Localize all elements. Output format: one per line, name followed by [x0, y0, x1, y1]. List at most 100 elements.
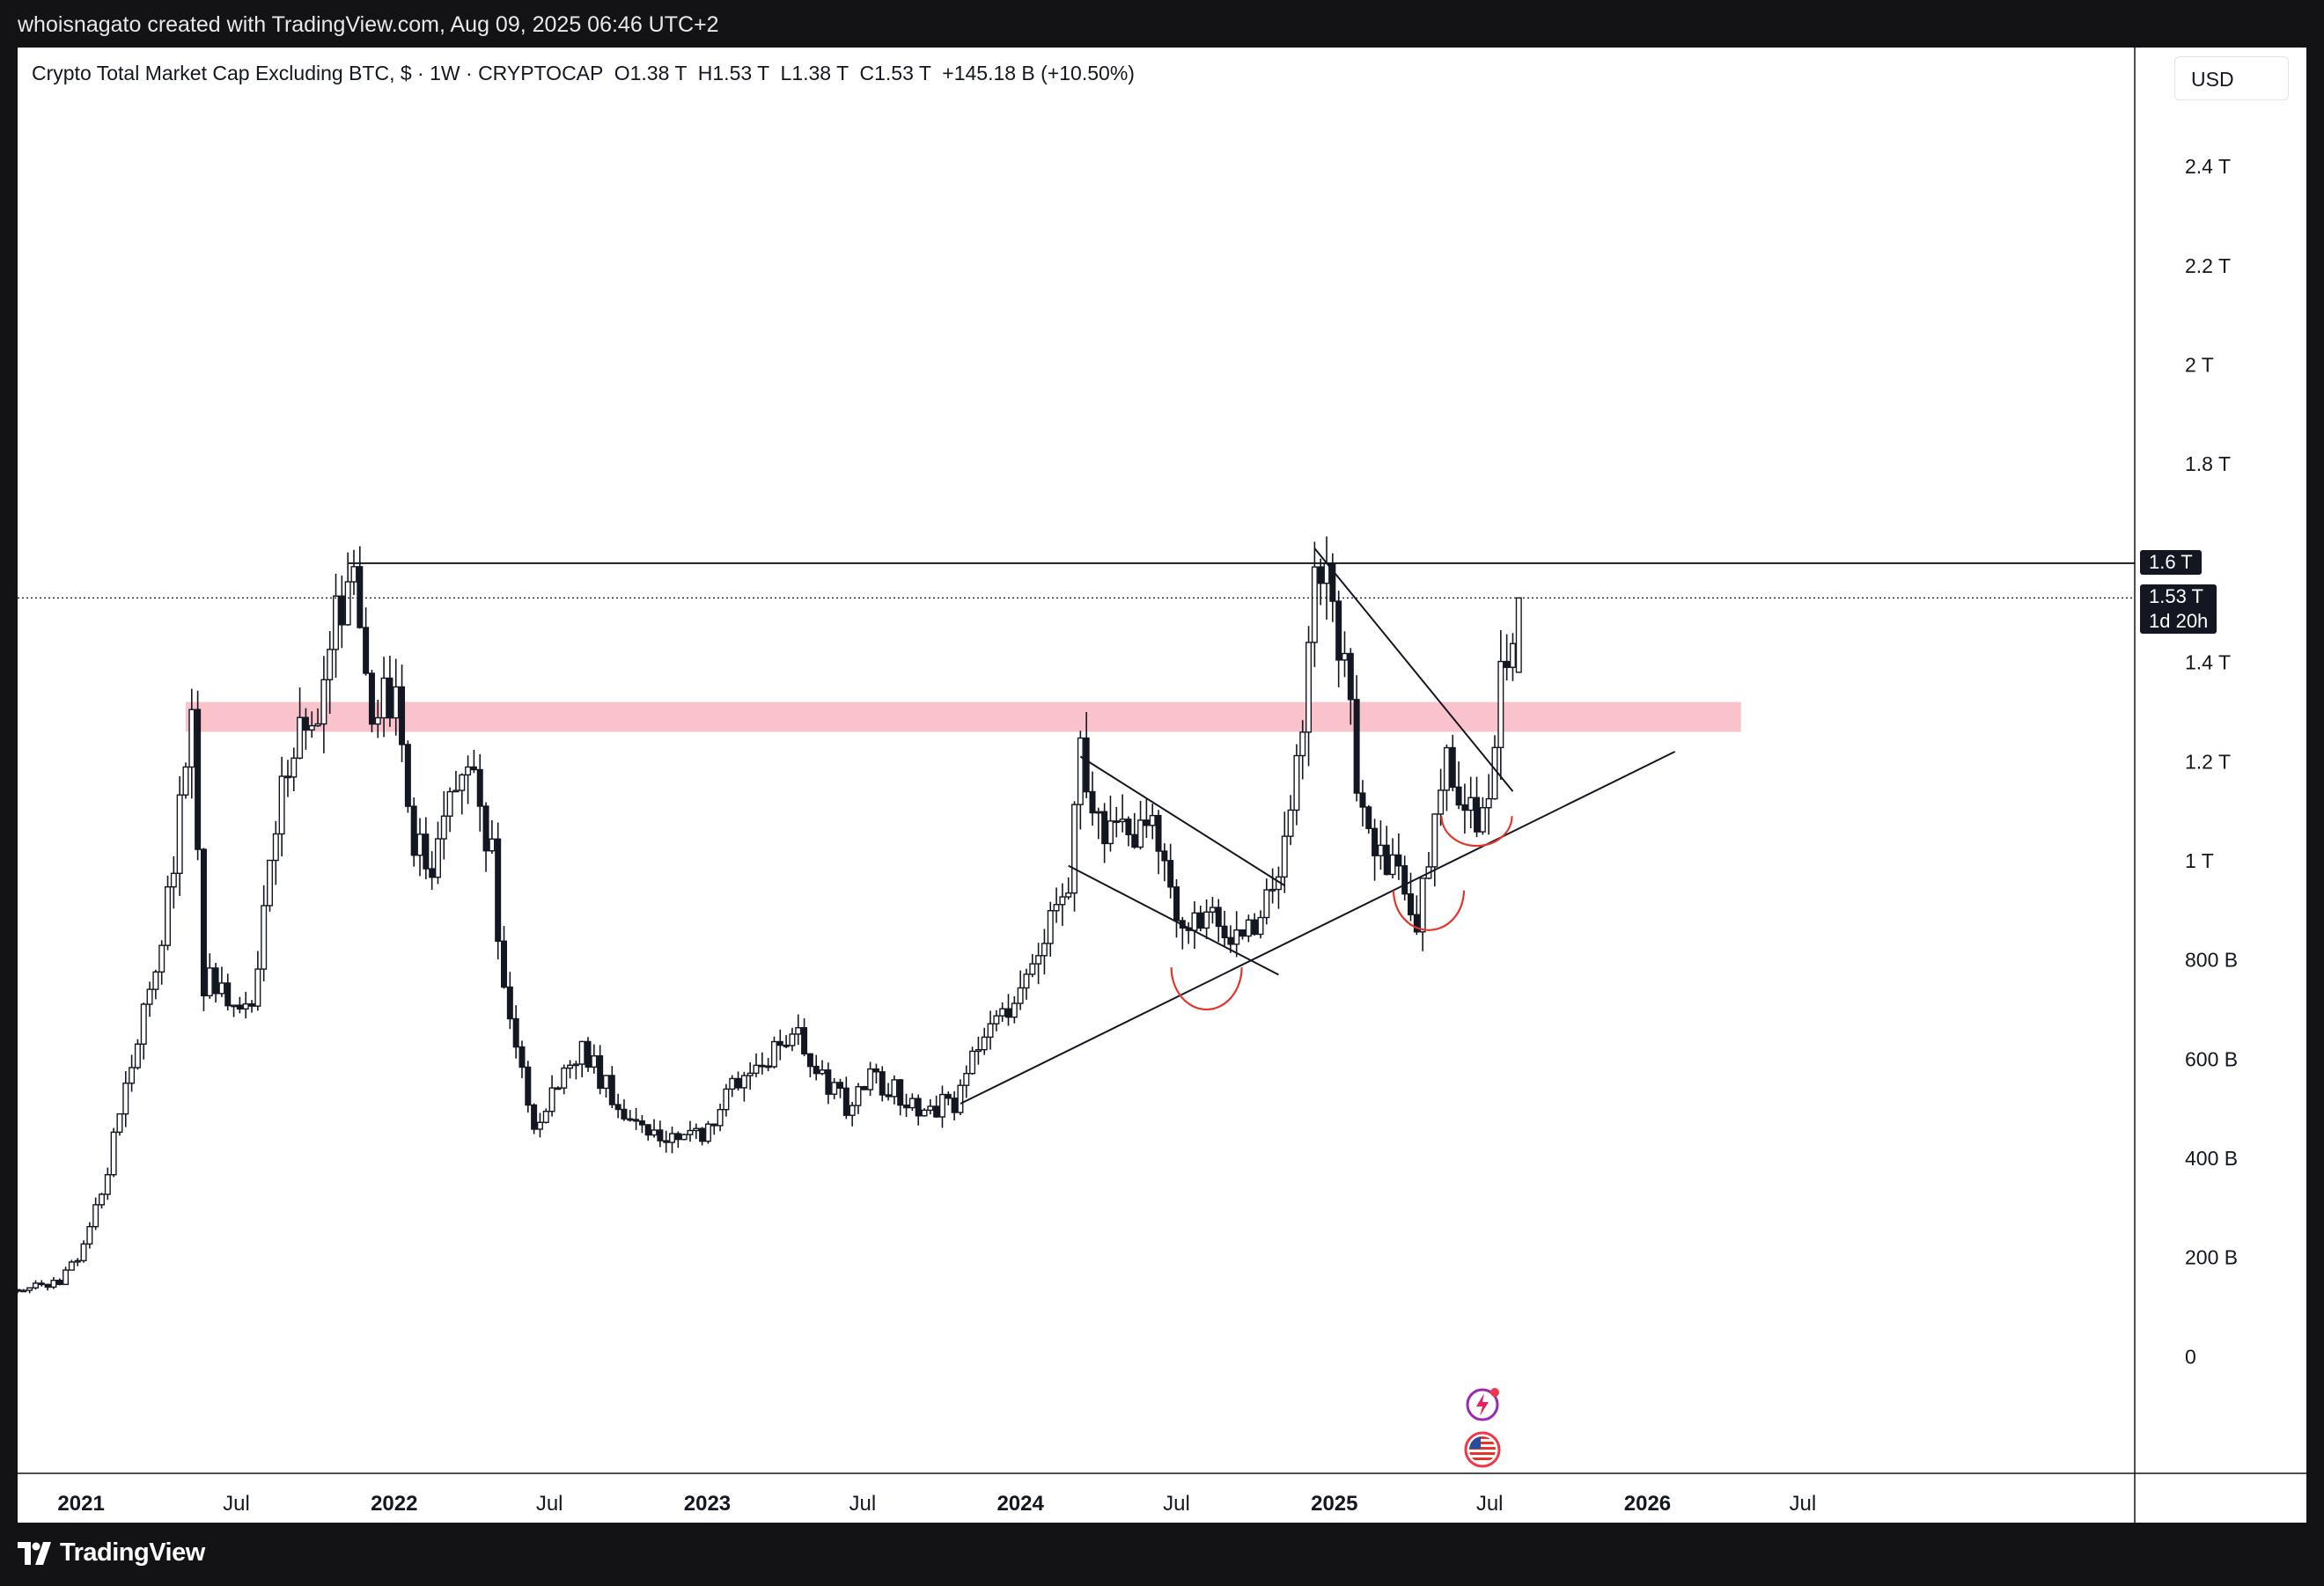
- candle-body: [170, 872, 177, 888]
- candle-body: [903, 1104, 910, 1109]
- candle-body: [1089, 790, 1096, 814]
- candlestick-chart[interactable]: 0 200 B 400 B 600 B 800 B 1 T 1.2 T 1.4 T 1.8 T 2…: [18, 48, 2306, 1523]
- candle-body: [945, 1093, 952, 1099]
- candle-body: [63, 1269, 70, 1286]
- x-tick-label: 2025: [1311, 1492, 1357, 1516]
- candle-body: [842, 1087, 849, 1116]
- candle-body: [687, 1129, 694, 1135]
- candle-body: [783, 1044, 790, 1047]
- candle-body: [1029, 963, 1036, 975]
- candle-body: [1233, 929, 1240, 945]
- candle-body: [1431, 813, 1438, 868]
- y-tick-label: 600 B: [2185, 1047, 2238, 1070]
- x-tick-label: 2021: [57, 1492, 104, 1516]
- candle-body: [1269, 888, 1276, 892]
- candle-body: [548, 1087, 555, 1112]
- y-tick-label: 200 B: [2185, 1246, 2238, 1269]
- legend-close: C1.53 T: [859, 62, 931, 84]
- candle-body: [327, 649, 334, 680]
- candle-body: [1323, 562, 1330, 584]
- candle-body: [753, 1064, 760, 1075]
- candle-body: [1491, 746, 1498, 800]
- candle-body: [518, 1046, 526, 1068]
- legend-interval[interactable]: 1W: [430, 62, 460, 84]
- candle-body: [434, 838, 441, 878]
- candle-body: [1011, 1002, 1018, 1018]
- candle-body: [542, 1111, 549, 1123]
- candle-body: [476, 768, 483, 807]
- candle-body: [482, 805, 489, 852]
- candle-body: [693, 1127, 700, 1132]
- x-tick-label: Jul: [849, 1492, 876, 1516]
- candle-body: [195, 709, 202, 850]
- x-tick-label: 2024: [997, 1492, 1044, 1516]
- candle-body: [1053, 904, 1060, 912]
- candle-body: [621, 1108, 628, 1120]
- candle-body: [1113, 820, 1120, 824]
- candle-body: [585, 1040, 592, 1068]
- candle-body: [158, 944, 165, 973]
- trendline-descending-resistance: [1313, 547, 1514, 792]
- candle-body: [200, 848, 207, 997]
- tradingview-logo[interactable]: TradingView: [18, 1538, 205, 1568]
- candle-body: [176, 794, 183, 875]
- candle-body: [1515, 597, 1522, 673]
- y-tick-label: 2.4 T: [2185, 155, 2231, 178]
- x-tick-label: 2026: [1624, 1492, 1671, 1516]
- resistance-price-label: 1.6 T: [2149, 550, 2193, 573]
- candle-body: [921, 1109, 928, 1117]
- candle-body: [32, 1282, 39, 1289]
- candle-body: [663, 1140, 670, 1143]
- candle-body: [1377, 844, 1384, 856]
- candle-body: [825, 1069, 832, 1095]
- currency-button[interactable]: USD: [2174, 56, 2289, 100]
- x-tick-label: Jul: [536, 1492, 563, 1516]
- candle-body: [572, 1063, 579, 1067]
- candle-body: [1245, 919, 1252, 937]
- x-tick-label: Jul: [1789, 1492, 1816, 1516]
- candle-body: [555, 1087, 562, 1090]
- candle-body: [314, 723, 321, 727]
- candle-body: [633, 1119, 640, 1122]
- candle-body: [452, 789, 460, 793]
- lightning-event-icon[interactable]: [1465, 1385, 1502, 1422]
- candle-body: [1365, 806, 1372, 830]
- candle-body: [1287, 809, 1294, 837]
- legend-low: L1.38 T: [780, 62, 849, 84]
- candle-body: [740, 1075, 747, 1089]
- y-tick-label: 1.4 T: [2185, 651, 2231, 674]
- candle-body: [110, 1131, 117, 1176]
- candle-body: [1161, 850, 1168, 862]
- candle-body: [248, 1002, 255, 1007]
- y-tick-label: 1 T: [2185, 849, 2214, 872]
- candle-body: [278, 775, 285, 835]
- candle-body: [927, 1105, 934, 1112]
- candle-body: [627, 1118, 634, 1121]
- y-tick-label: 2 T: [2185, 354, 2214, 377]
- candle-body: [386, 677, 393, 719]
- bottom-arc: [1392, 890, 1466, 931]
- candle-body: [1065, 892, 1072, 898]
- candle-body: [266, 859, 273, 907]
- candle-body: [92, 1204, 99, 1228]
- last-price-tag: 1.53 T 1d 20h: [2140, 584, 2217, 635]
- candle-body: [614, 1104, 621, 1111]
- us-flag-event-icon[interactable]: [1464, 1431, 1501, 1468]
- y-tick-label: 2.2 T: [2185, 254, 2231, 277]
- candle-body: [801, 1026, 808, 1055]
- candle-body: [1443, 746, 1450, 791]
- candle-body: [242, 1002, 249, 1010]
- candle-body: [320, 679, 327, 725]
- trendline-flag-lower: [1068, 864, 1279, 976]
- candle-body: [765, 1065, 772, 1068]
- chart-frame[interactable]: 0 200 B 400 B 600 B 800 B 1 T 1.2 T 1.4 T 1.8 T 2…: [18, 48, 2306, 1523]
- candle-body: [746, 1072, 754, 1076]
- candle-body: [446, 790, 453, 817]
- candle-body: [1119, 819, 1126, 823]
- candle-body: [1215, 907, 1222, 928]
- candle-body: [879, 1071, 886, 1096]
- candle-body: [831, 1082, 838, 1095]
- candle-body: [80, 1243, 87, 1262]
- candle-body: [297, 716, 304, 760]
- candle-body: [806, 1053, 813, 1068]
